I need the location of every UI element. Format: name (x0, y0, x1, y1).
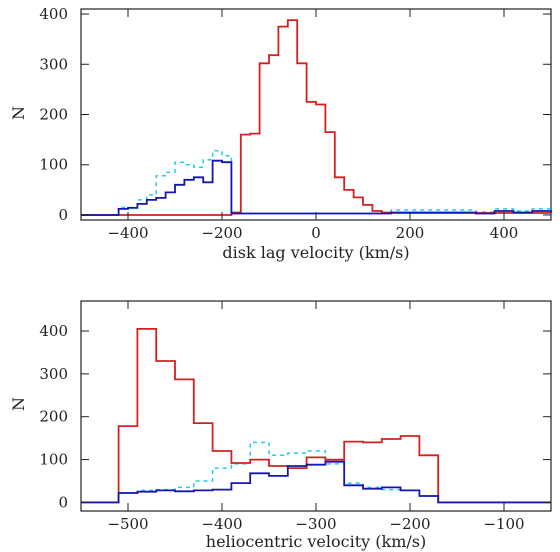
y-tick-label-bottom-4: 400 (39, 322, 68, 340)
y-tick-label-bottom-0: 0 (58, 493, 68, 511)
y-tick-label-bottom-3: 300 (39, 365, 68, 383)
series-bottom-0 (81, 328, 551, 504)
plot-frame-bottom (80, 300, 552, 512)
x-tick-label-bottom-1: −400 (201, 515, 242, 533)
x-tick-label-bottom-4: −100 (483, 515, 524, 533)
x-axis-label-bottom: heliocentric velocity (km/s) (206, 532, 426, 551)
x-tick-label-top-0: −400 (107, 224, 148, 242)
y-tick-label-top-1: 100 (39, 156, 68, 174)
x-tick-label-top-2: 0 (311, 224, 321, 242)
y-tick-label-bottom-2: 200 (39, 408, 68, 426)
x-tick-label-bottom-2: −300 (295, 515, 336, 533)
panel-bottom: −500 −400 −300 −200 −100 0 100 200 300 400 helioc… (9, 300, 552, 551)
y-tick-label-top-2: 200 (39, 106, 68, 124)
y-tick-label-top-4: 400 (39, 5, 68, 23)
x-tick-label-top-3: 200 (396, 224, 425, 242)
series-bottom-2 (81, 441, 551, 504)
series-group-top (81, 19, 552, 216)
ticks-group-top: −400 −200 0 200 400 0 100 200 300 400 (39, 5, 551, 242)
series-group-bottom (81, 328, 551, 504)
y-tick-label-top-3: 300 (39, 55, 68, 73)
x-tick-label-bottom-3: −200 (389, 515, 430, 533)
ticks-group-bottom: −500 −400 −300 −200 −100 0 100 200 300 400 (39, 301, 551, 533)
panel-top: −400 −200 0 200 400 0 100 200 300 400 disk lag ve… (9, 5, 552, 262)
y-tick-label-top-0: 0 (58, 206, 68, 224)
series-top-2 (81, 149, 552, 216)
x-axis-label-top: disk lag velocity (km/s) (222, 243, 409, 262)
series-top-0 (81, 19, 551, 216)
y-tick-label-bottom-1: 100 (39, 451, 68, 469)
y-axis-label-bottom: N (9, 397, 28, 411)
plot-frame-top (80, 8, 552, 221)
y-axis-label-top: N (9, 106, 28, 120)
x-tick-label-top-1: −200 (201, 224, 242, 242)
x-tick-label-bottom-0: −500 (107, 515, 148, 533)
series-top-1 (81, 159, 552, 216)
series-bottom-1 (81, 460, 551, 504)
x-tick-label-top-4: 400 (490, 224, 519, 242)
